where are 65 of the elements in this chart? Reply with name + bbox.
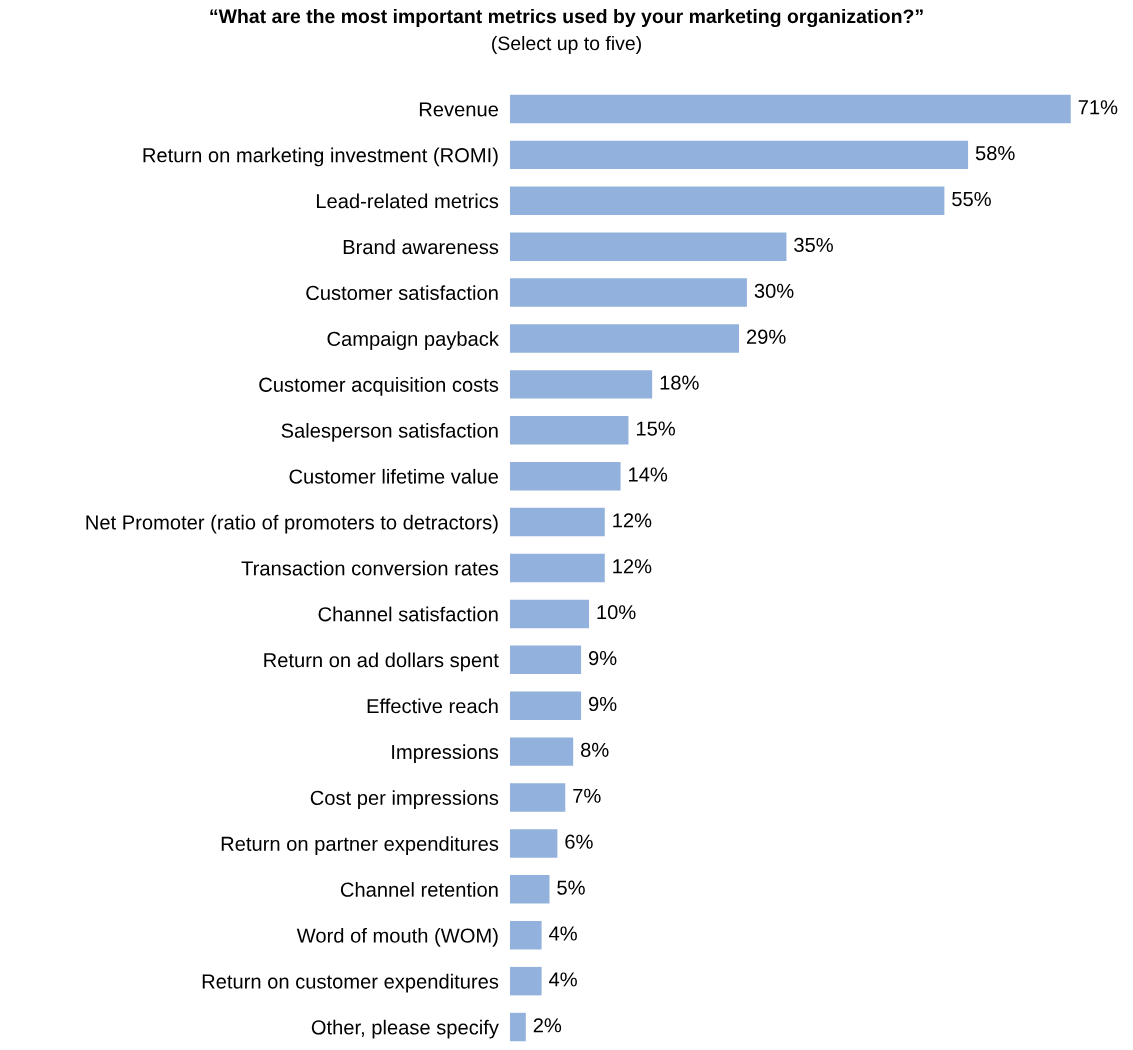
y-tick-label: Transaction conversion rates	[241, 560, 499, 576]
bar	[510, 875, 550, 904]
data-label: 5%	[557, 880, 585, 895]
y-tick-label: Impressions	[392, 744, 499, 764]
data-label: 12%	[613, 559, 652, 574]
bar	[510, 140, 969, 170]
y-tick-label: Revenue	[419, 102, 498, 117]
bar	[510, 278, 747, 307]
bar	[510, 966, 542, 996]
y-tick-label: Effective reach	[367, 698, 498, 714]
data-label: 30%	[754, 283, 794, 298]
y-tick-label: Salesperson satisfaction	[281, 422, 498, 442]
data-label: 55%	[952, 192, 991, 207]
y-tick-label: Word of mouth (WOM)	[296, 927, 498, 947]
y-tick-label: Other, please specify	[311, 1019, 499, 1039]
data-label: 35%	[794, 237, 833, 253]
data-label: 14%	[629, 467, 668, 482]
y-tick-label: Channel satisfaction	[318, 606, 498, 622]
data-label: 71%	[1078, 100, 1118, 115]
data-label: 9%	[588, 696, 617, 712]
data-label: 8%	[581, 742, 609, 758]
bar	[510, 553, 605, 583]
y-tick-label: Return on marketing investment (ROMI)	[143, 147, 498, 167]
bar	[510, 691, 582, 720]
y-tick-label: Campaign payback	[327, 331, 499, 350]
data-label: 7%	[573, 788, 601, 803]
chart-title: “What are the most important metrics used by your marketing organization?”	[210, 8, 923, 28]
bar	[510, 416, 629, 445]
bar	[510, 921, 542, 950]
data-label: 12%	[613, 513, 652, 528]
y-tick-label: Channel retention	[340, 882, 498, 897]
data-label: 58%	[975, 146, 1015, 161]
y-tick-label: Customer acquisition costs	[259, 377, 499, 396]
data-label: 29%	[747, 329, 786, 344]
data-label: 4%	[549, 926, 577, 941]
data-label: 10%	[597, 605, 636, 620]
y-tick-label: Customer satisfaction	[306, 285, 498, 301]
bar	[510, 783, 566, 812]
data-label: 15%	[636, 421, 675, 436]
y-tick-label: Net Promoter (ratio of promoters to detractors)	[86, 514, 498, 534]
y-tick-label: Lead-related metrics	[316, 193, 499, 209]
data-label: 9%	[588, 650, 617, 666]
data-label: 18%	[660, 375, 699, 390]
bar	[510, 645, 582, 675]
bar	[510, 461, 621, 491]
y-tick-label: Return on customer expenditures	[202, 973, 499, 993]
y-tick-label: Customer lifetime value	[289, 468, 499, 484]
bar	[510, 507, 605, 537]
data-label: 4%	[549, 972, 577, 987]
data-label: 6%	[565, 834, 593, 849]
bar	[510, 94, 1071, 124]
bar	[510, 1012, 526, 1042]
y-tick-label: Return on ad dollars spent	[264, 652, 499, 672]
bar	[510, 186, 945, 215]
y-tick-label: Cost per impressions	[310, 790, 499, 809]
bar	[510, 737, 574, 766]
bar	[510, 232, 787, 261]
bar	[510, 324, 740, 353]
bar	[510, 370, 653, 399]
y-tick-label: Return on partner expenditures	[221, 836, 499, 855]
chart-subtitle: (Select up to five)	[492, 35, 641, 55]
data-label: 2%	[533, 1018, 562, 1033]
bar	[510, 829, 558, 858]
bar	[510, 599, 589, 629]
y-tick-label: Brand awareness	[343, 239, 499, 255]
